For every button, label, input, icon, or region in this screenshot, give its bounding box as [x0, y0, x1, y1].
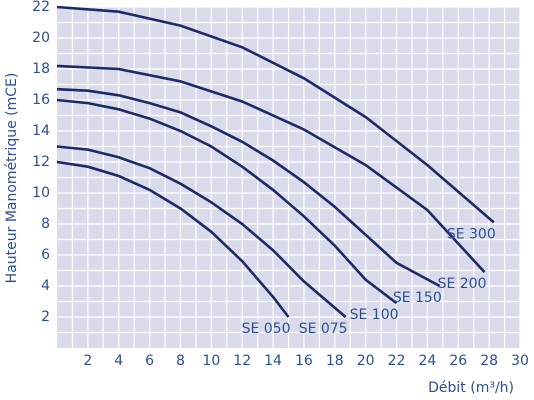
x-tick-label: 26 [449, 353, 467, 369]
y-tick-label: 8 [41, 216, 50, 232]
y-tick-label: 4 [41, 278, 50, 294]
y-tick-label: 12 [32, 154, 50, 170]
x-tick-label: 14 [264, 353, 282, 369]
curve [56, 64, 486, 273]
x-tick-label: 22 [388, 353, 406, 369]
x-axis-label: Débit (m³/h) [428, 380, 514, 396]
y-tick-label: 22 [32, 0, 50, 15]
series-label: SE 050 [242, 321, 291, 337]
x-tick-label: 30 [511, 353, 529, 369]
curve [56, 145, 347, 318]
y-tick-label: 20 [32, 30, 50, 46]
y-tick-label: 16 [32, 92, 50, 108]
series-label: SE 300 [447, 226, 496, 242]
x-tick-label: 20 [357, 353, 375, 369]
curve [56, 5, 495, 224]
series-label: SE 150 [393, 290, 442, 306]
curve [56, 87, 441, 288]
series-label: SE 075 [299, 321, 348, 337]
x-tick-label: 24 [418, 353, 436, 369]
x-tick-label: 18 [326, 353, 344, 369]
y-tick-label: 6 [41, 247, 50, 263]
y-tick-label: 14 [32, 123, 50, 139]
series-label: SE 200 [438, 276, 487, 292]
x-tick-label: 16 [295, 353, 313, 369]
x-tick-label: 4 [114, 353, 123, 369]
y-tick-label: 18 [32, 61, 50, 77]
y-tick-label: 2 [41, 309, 50, 325]
x-tick-label: 10 [202, 353, 220, 369]
curve [56, 98, 398, 305]
x-tick-label: 28 [480, 353, 498, 369]
x-tick-label: 12 [233, 353, 251, 369]
curve [56, 160, 290, 318]
y-tick-label: 10 [32, 185, 50, 201]
x-tick-label: 2 [83, 353, 92, 369]
y-axis-label: Hauteur Manométrique (mCE) [4, 73, 20, 284]
series-label: SE 100 [350, 307, 399, 323]
x-tick-label: 8 [176, 353, 185, 369]
x-tick-label: 6 [145, 353, 154, 369]
